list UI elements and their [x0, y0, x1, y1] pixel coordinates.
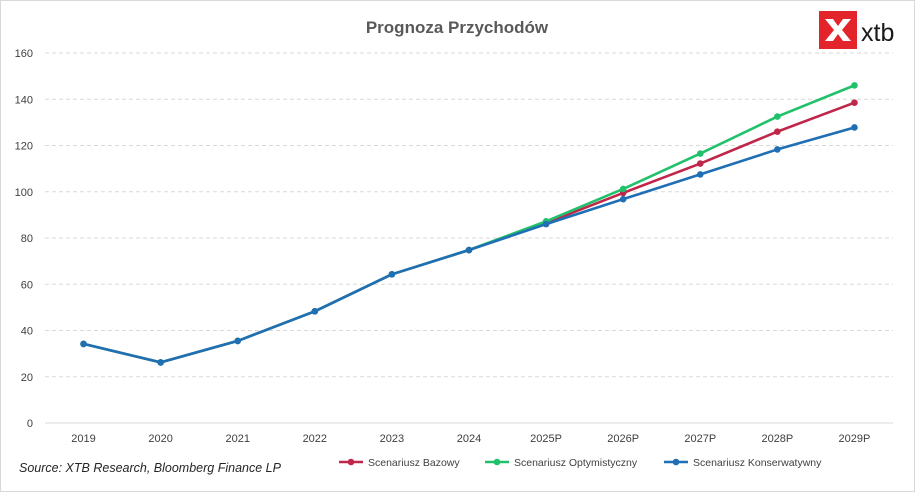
legend: Scenariusz Bazowy Scenariusz Optymistyczn… — [339, 457, 822, 469]
x-axis: 2019 2020 2021 2022 2023 2024 2025P 2026P 2027P 2… — [71, 433, 870, 445]
data-point — [157, 359, 164, 366]
source-note: Source: XTB Research, Bloomberg Finance … — [19, 461, 282, 475]
series-line — [82, 126, 856, 364]
y-tick-label: 100 — [15, 187, 33, 199]
xtb-logo: xtb — [819, 11, 894, 49]
data-point — [696, 160, 704, 167]
x-tick-label: 2022 — [303, 433, 327, 445]
data-point — [774, 128, 781, 135]
series-scenariusz-konserwatywny — [80, 124, 858, 366]
data-point — [696, 150, 704, 157]
legend-swatch-marker — [493, 458, 501, 466]
series-scenariusz-optymistyczny — [80, 82, 858, 366]
data-point — [388, 271, 396, 278]
y-axis: 0 20 40 60 80 100 120 140 160 — [15, 48, 33, 430]
legend-item: Scenariusz Bazowy — [339, 457, 460, 469]
data-point — [696, 171, 704, 178]
legend-item: Scenariusz Konserwatywny — [664, 457, 822, 469]
legend-swatch-marker — [347, 458, 355, 466]
chart-title: Prognoza Przychodów — [366, 18, 549, 37]
x-tick-label: 2028P — [761, 433, 793, 445]
series-line — [82, 84, 856, 364]
xtb-logo-text: xtb — [861, 19, 894, 47]
legend-label: Scenariusz Bazowy — [368, 457, 460, 469]
y-tick-label: 140 — [15, 94, 33, 106]
data-point — [234, 337, 242, 345]
legend-swatch-marker — [672, 458, 680, 466]
x-tick-label: 2024 — [457, 433, 481, 445]
y-tick-label: 80 — [21, 233, 33, 245]
y-tick-label: 60 — [21, 279, 33, 291]
y-tick-label: 120 — [15, 141, 33, 153]
x-tick-label: 2021 — [225, 433, 249, 445]
y-tick-label: 40 — [21, 326, 33, 338]
x-tick-label: 2025P — [530, 433, 562, 445]
series-lines — [80, 82, 858, 366]
x-tick-label: 2027P — [684, 433, 716, 445]
x-tick-label: 2029P — [839, 433, 871, 445]
data-point — [851, 124, 858, 131]
data-point — [465, 246, 473, 254]
data-point — [311, 308, 319, 315]
y-tick-label: 20 — [21, 372, 33, 384]
y-tick-label: 160 — [15, 48, 33, 60]
data-point — [619, 185, 627, 193]
x-tick-label: 2023 — [380, 433, 404, 445]
data-point — [774, 146, 781, 153]
x-tick-label: 2026P — [607, 433, 639, 445]
gridlines — [45, 52, 893, 424]
x-tick-label: 2020 — [148, 433, 172, 445]
data-point — [542, 220, 550, 228]
data-point — [774, 113, 781, 120]
data-point — [851, 99, 858, 107]
series-line — [82, 101, 856, 364]
y-tick-label: 0 — [27, 418, 33, 430]
data-point — [851, 82, 858, 89]
data-point — [80, 340, 87, 348]
legend-label: Scenariusz Konserwatywny — [693, 457, 822, 469]
xtb-x-glyph — [825, 19, 851, 41]
legend-item: Scenariusz Optymistyczny — [485, 457, 638, 469]
data-point — [619, 195, 627, 203]
series-scenariusz-bazowy — [80, 99, 858, 366]
x-tick-label: 2019 — [71, 433, 95, 445]
legend-label: Scenariusz Optymistyczny — [514, 457, 638, 469]
